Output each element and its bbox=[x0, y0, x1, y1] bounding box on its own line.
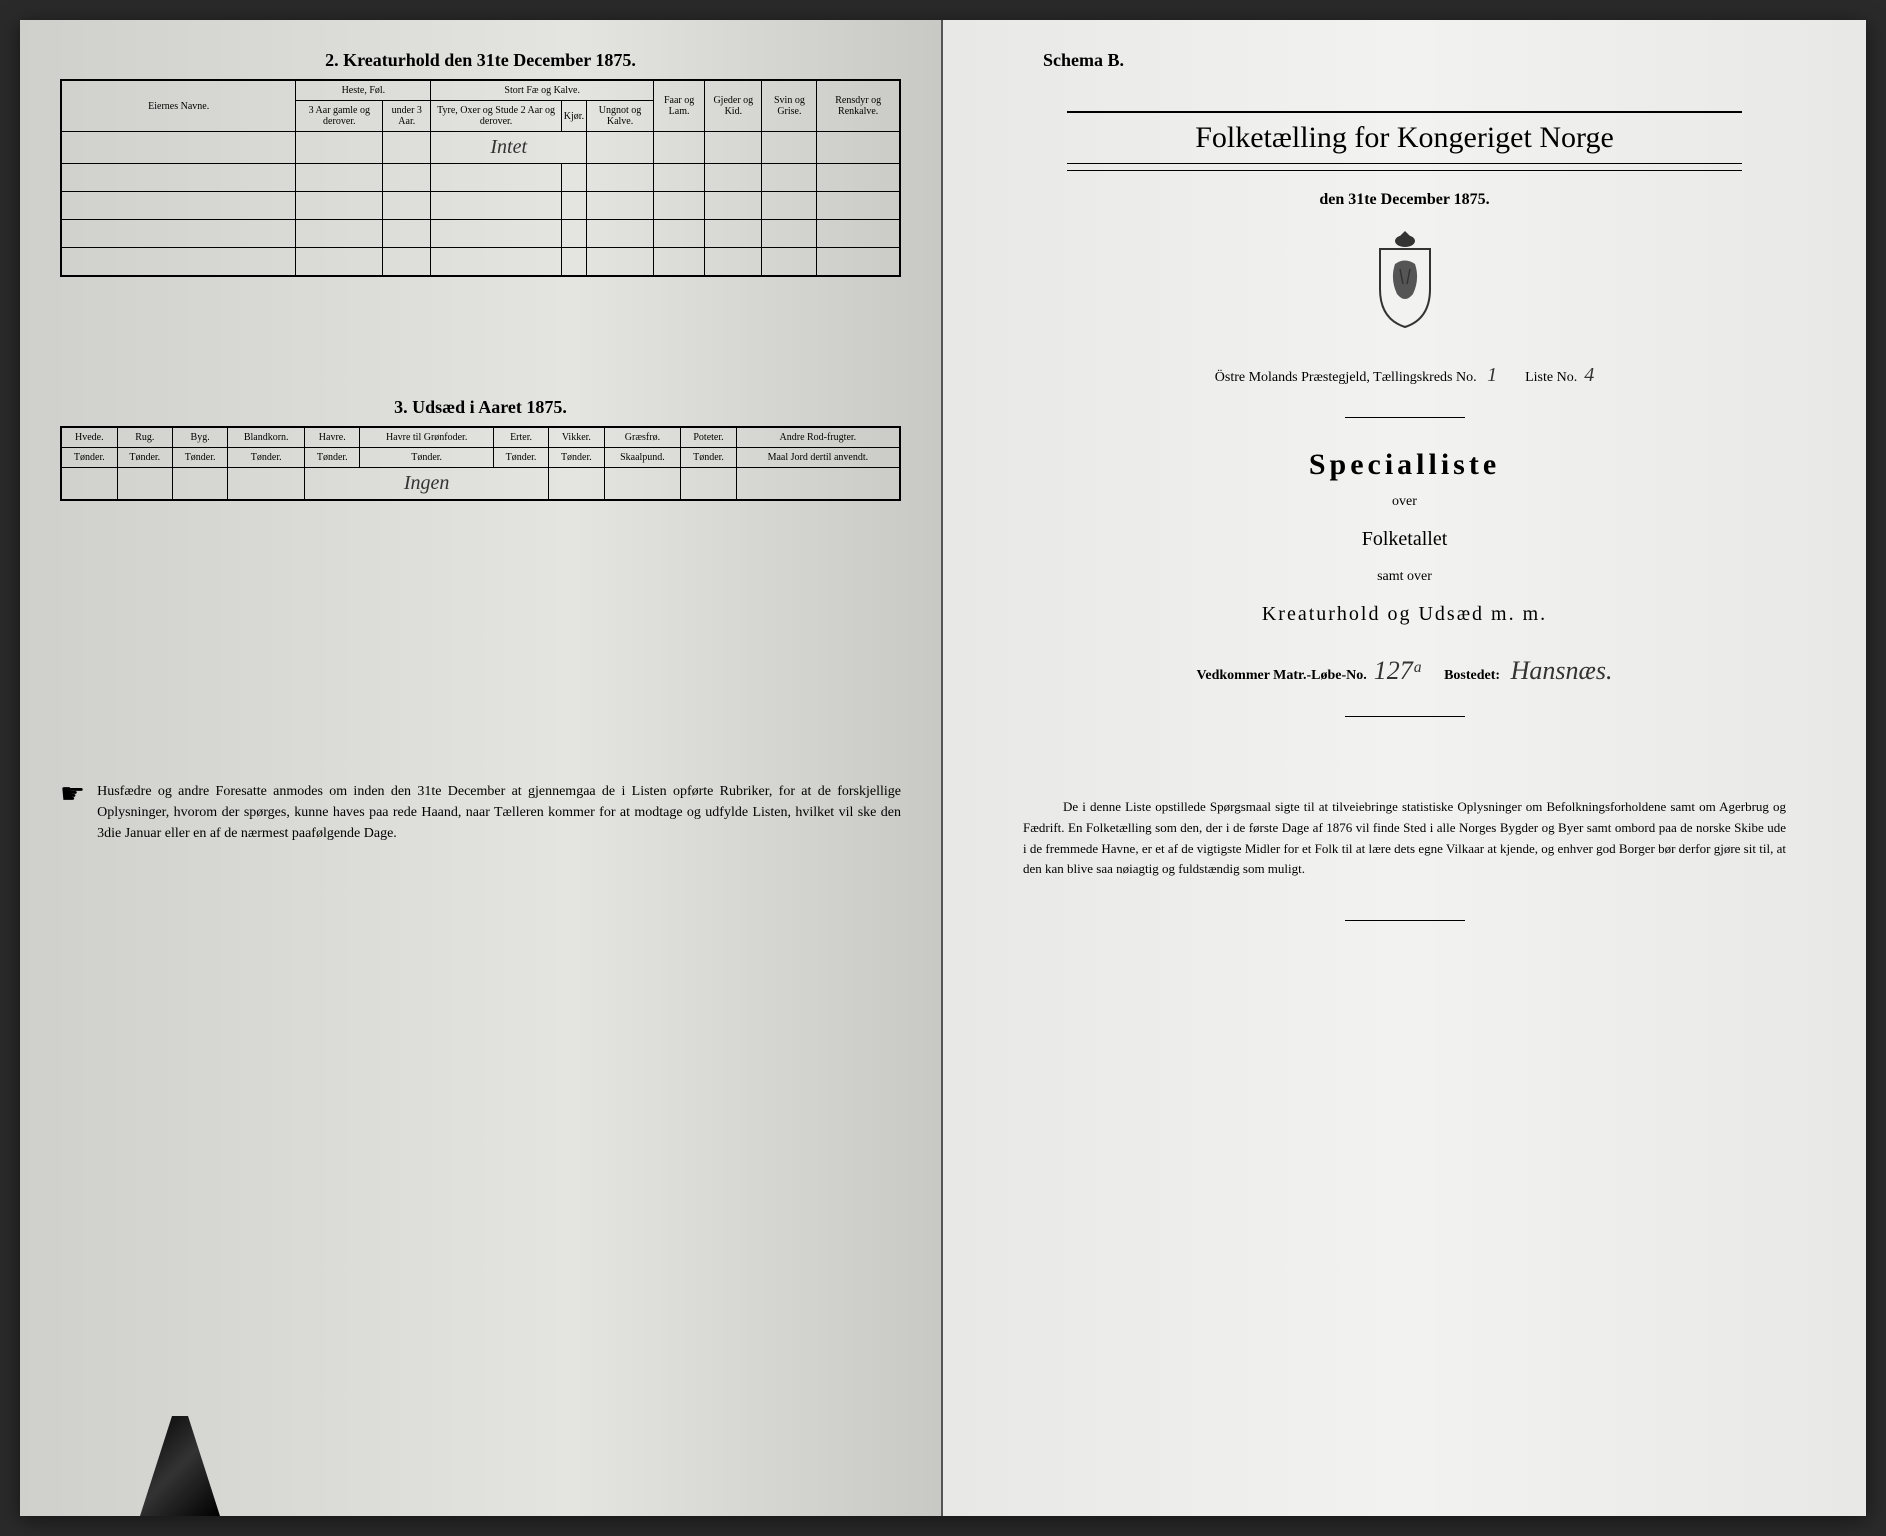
bosted-label: Bostedet: bbox=[1444, 668, 1500, 683]
bosted-value: Hansnæs. bbox=[1511, 656, 1613, 685]
census-date: den 31te December 1875. bbox=[983, 191, 1826, 209]
pointing-hand-icon: ☛ bbox=[60, 781, 85, 844]
table-row bbox=[61, 248, 900, 276]
col-havre-gron: Havre til Grønfoder. bbox=[360, 427, 493, 448]
table-row bbox=[61, 164, 900, 192]
col-andre: Andre Rod-frugter. bbox=[736, 427, 900, 448]
col-poteter: Poteter. bbox=[681, 427, 736, 448]
matr-no: 127ᵃ bbox=[1374, 656, 1423, 685]
coat-of-arms-icon bbox=[983, 229, 1826, 334]
matr-label: Vedkommer Matr.-Løbe-No. bbox=[1197, 668, 1367, 683]
table-row: Intet bbox=[61, 132, 900, 164]
col-stort-1: Kjør. bbox=[561, 101, 586, 132]
col-erter: Erter. bbox=[493, 427, 548, 448]
matr-line: Vedkommer Matr.-Løbe-No. 127ᵃ Bostedet: … bbox=[983, 656, 1826, 686]
specialliste-heading: Specialliste bbox=[983, 448, 1826, 482]
col-hvede: Hvede. bbox=[61, 427, 117, 448]
body-text: De i denne Liste opstillede Spørgsmaal s… bbox=[1023, 797, 1786, 880]
schema-label: Schema B. bbox=[1043, 50, 1826, 71]
col-stort-2: Ungnot og Kalve. bbox=[587, 101, 654, 132]
main-title: Folketælling for Kongeriget Norge bbox=[1067, 111, 1741, 164]
liste-label: Liste No. bbox=[1525, 370, 1577, 385]
over-label: over bbox=[983, 494, 1826, 510]
col-stort-0: Tyre, Oxer og Stude 2 Aar og derover. bbox=[431, 101, 561, 132]
sub-tonder: Tønder. bbox=[117, 447, 172, 467]
col-heste-1: under 3 Aar. bbox=[383, 101, 431, 132]
sub-skaal: Skaalpund. bbox=[604, 447, 681, 467]
parish-line: Östre Molands Præstegjeld, Tællingskreds… bbox=[983, 364, 1826, 387]
kreaturhold-table: Eiernes Navne. Heste, Føl. Stort Fæ og K… bbox=[60, 79, 901, 277]
col-blandkorn: Blandkorn. bbox=[228, 427, 305, 448]
sub-tonder: Tønder. bbox=[172, 447, 227, 467]
col-rensdyr: Rensdyr og Renkalve. bbox=[817, 80, 900, 132]
left-page: 2. Kreaturhold den 31te December 1875. E… bbox=[20, 20, 943, 1516]
sub-tonder: Tønder. bbox=[681, 447, 736, 467]
binding-clip-icon bbox=[140, 1416, 220, 1516]
table-row bbox=[61, 192, 900, 220]
col-graesfro: Græsfrø. bbox=[604, 427, 681, 448]
parish-no: 1 bbox=[1487, 364, 1497, 386]
sub-tonder: Tønder. bbox=[305, 447, 360, 467]
col-gjeder: Gjeder og Kid. bbox=[705, 80, 762, 132]
col-byg: Byg. bbox=[172, 427, 227, 448]
col-heste-0: 3 Aar gamle og derover. bbox=[296, 101, 383, 132]
sub-tonder: Tønder. bbox=[360, 447, 493, 467]
liste-no: 4 bbox=[1584, 364, 1594, 386]
parish-label: Östre Molands Præstegjeld, Tællingskreds… bbox=[1215, 370, 1477, 385]
sub-tonder: Tønder. bbox=[228, 447, 305, 467]
kreatur-label: Kreaturhold og Udsæd m. m. bbox=[983, 603, 1826, 626]
table-row bbox=[61, 220, 900, 248]
table-row: Ingen bbox=[61, 467, 900, 500]
sub-tonder: Tønder. bbox=[61, 447, 117, 467]
section3-title: 3. Udsæd i Aaret 1875. bbox=[60, 397, 901, 418]
title-rule bbox=[1067, 170, 1741, 171]
sub-tonder: Tønder. bbox=[493, 447, 548, 467]
samt-label: samt over bbox=[983, 569, 1826, 585]
col-vikker: Vikker. bbox=[549, 427, 604, 448]
right-page: Schema B. Folketælling for Kongeriget No… bbox=[943, 20, 1866, 1516]
handwritten-intet: Intet bbox=[431, 132, 587, 164]
col-svin: Svin og Grise. bbox=[762, 80, 817, 132]
udsaed-table: Hvede. Rug. Byg. Blandkorn. Havre. Havre… bbox=[60, 426, 901, 501]
col-faar: Faar og Lam. bbox=[654, 80, 705, 132]
divider bbox=[1345, 417, 1465, 418]
notice-text: Husfædre og andre Foresatte anmodes om i… bbox=[97, 781, 901, 844]
col-rug: Rug. bbox=[117, 427, 172, 448]
handwritten-ingen: Ingen bbox=[305, 467, 549, 500]
sub-andre: Maal Jord dertil anvendt. bbox=[736, 447, 900, 467]
col-havre: Havre. bbox=[305, 427, 360, 448]
col-heste-group: Heste, Føl. bbox=[296, 80, 431, 101]
book-spread: 2. Kreaturhold den 31te December 1875. E… bbox=[20, 20, 1866, 1516]
sub-tonder: Tønder. bbox=[549, 447, 604, 467]
notice-block: ☛ Husfædre og andre Foresatte anmodes om… bbox=[60, 781, 901, 844]
divider bbox=[1345, 716, 1465, 717]
section2-title: 2. Kreaturhold den 31te December 1875. bbox=[60, 50, 901, 71]
divider bbox=[1345, 920, 1465, 921]
col-eier: Eiernes Navne. bbox=[61, 80, 296, 132]
folketallet-label: Folketallet bbox=[983, 528, 1826, 551]
col-stort-group: Stort Fæ og Kalve. bbox=[431, 80, 654, 101]
